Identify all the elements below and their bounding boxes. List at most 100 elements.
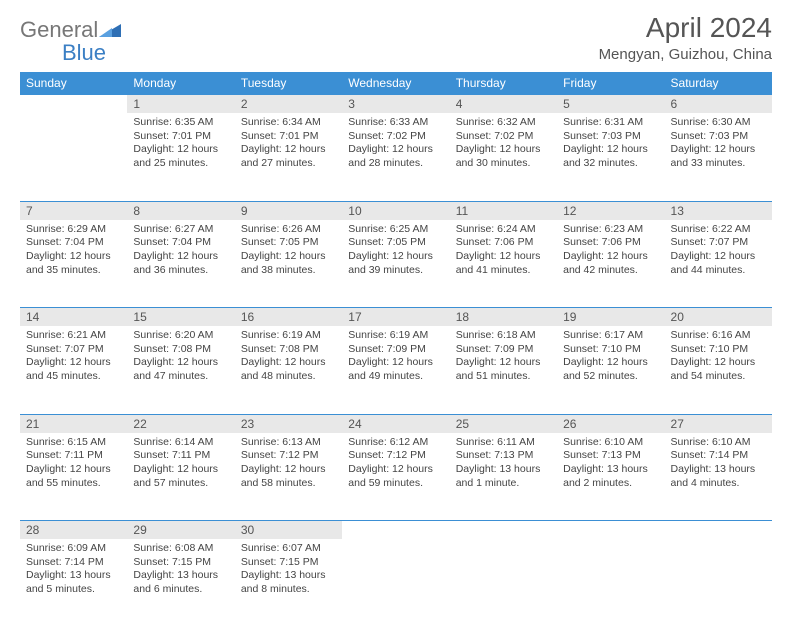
day-cell: Sunrise: 6:09 AMSunset: 7:14 PMDaylight:… <box>20 539 127 627</box>
daylight-text-1: Daylight: 12 hours <box>671 143 766 157</box>
sunrise-text: Sunrise: 6:33 AM <box>348 116 443 130</box>
daylight-text-2: and 52 minutes. <box>563 370 658 384</box>
sunrise-text: Sunrise: 6:10 AM <box>671 436 766 450</box>
day-cell: Sunrise: 6:19 AMSunset: 7:08 PMDaylight:… <box>235 326 342 414</box>
day-number-cell: 12 <box>557 201 664 220</box>
day-cell: Sunrise: 6:20 AMSunset: 7:08 PMDaylight:… <box>127 326 234 414</box>
daylight-text-2: and 30 minutes. <box>456 157 551 171</box>
daylight-text-1: Daylight: 12 hours <box>241 250 336 264</box>
location: Mengyan, Guizhou, China <box>599 46 772 63</box>
day-number-cell <box>665 521 772 540</box>
day-number-cell <box>450 521 557 540</box>
sunset-text: Sunset: 7:09 PM <box>348 343 443 357</box>
sunrise-text: Sunrise: 6:09 AM <box>26 542 121 556</box>
day-cell: Sunrise: 6:19 AMSunset: 7:09 PMDaylight:… <box>342 326 449 414</box>
weekday-header: Tuesday <box>235 72 342 95</box>
header: GeneralBlue April 2024 Mengyan, Guizhou,… <box>20 12 772 64</box>
day-number-cell: 15 <box>127 308 234 327</box>
day-number-cell: 8 <box>127 201 234 220</box>
sunrise-text: Sunrise: 6:19 AM <box>241 329 336 343</box>
daylight-text-1: Daylight: 12 hours <box>348 143 443 157</box>
day-number-cell: 1 <box>127 95 234 114</box>
day-cell: Sunrise: 6:15 AMSunset: 7:11 PMDaylight:… <box>20 433 127 521</box>
sunrise-text: Sunrise: 6:13 AM <box>241 436 336 450</box>
daylight-text-2: and 54 minutes. <box>671 370 766 384</box>
daylight-text-1: Daylight: 12 hours <box>241 356 336 370</box>
sunrise-text: Sunrise: 6:24 AM <box>456 223 551 237</box>
sunset-text: Sunset: 7:10 PM <box>671 343 766 357</box>
day-cell: Sunrise: 6:11 AMSunset: 7:13 PMDaylight:… <box>450 433 557 521</box>
title-block: April 2024 Mengyan, Guizhou, China <box>599 12 772 63</box>
day-cell: Sunrise: 6:08 AMSunset: 7:15 PMDaylight:… <box>127 539 234 627</box>
day-number-cell: 9 <box>235 201 342 220</box>
sunset-text: Sunset: 7:02 PM <box>456 130 551 144</box>
day-number-cell: 30 <box>235 521 342 540</box>
sunset-text: Sunset: 7:08 PM <box>241 343 336 357</box>
logo-text-2: Blue <box>20 40 106 65</box>
weekday-header: Saturday <box>665 72 772 95</box>
daylight-text-2: and 57 minutes. <box>133 477 228 491</box>
day-number-cell: 28 <box>20 521 127 540</box>
day-cell <box>342 539 449 627</box>
daylight-text-2: and 48 minutes. <box>241 370 336 384</box>
day-cell: Sunrise: 6:22 AMSunset: 7:07 PMDaylight:… <box>665 220 772 308</box>
day-cell <box>557 539 664 627</box>
sunset-text: Sunset: 7:10 PM <box>563 343 658 357</box>
day-number-row: 123456 <box>20 95 772 114</box>
day-cell: Sunrise: 6:33 AMSunset: 7:02 PMDaylight:… <box>342 113 449 201</box>
sunrise-text: Sunrise: 6:20 AM <box>133 329 228 343</box>
daylight-text-1: Daylight: 12 hours <box>348 250 443 264</box>
day-cell: Sunrise: 6:10 AMSunset: 7:13 PMDaylight:… <box>557 433 664 521</box>
sunset-text: Sunset: 7:01 PM <box>133 130 228 144</box>
sunrise-text: Sunrise: 6:23 AM <box>563 223 658 237</box>
day-number-cell: 27 <box>665 414 772 433</box>
daylight-text-2: and 2 minutes. <box>563 477 658 491</box>
daylight-text-1: Daylight: 12 hours <box>241 143 336 157</box>
daylight-text-1: Daylight: 12 hours <box>671 250 766 264</box>
day-content-row: Sunrise: 6:15 AMSunset: 7:11 PMDaylight:… <box>20 433 772 521</box>
daylight-text-1: Daylight: 12 hours <box>456 143 551 157</box>
day-number-cell: 5 <box>557 95 664 114</box>
sunrise-text: Sunrise: 6:21 AM <box>26 329 121 343</box>
sunrise-text: Sunrise: 6:11 AM <box>456 436 551 450</box>
day-content-row: Sunrise: 6:35 AMSunset: 7:01 PMDaylight:… <box>20 113 772 201</box>
day-cell: Sunrise: 6:10 AMSunset: 7:14 PMDaylight:… <box>665 433 772 521</box>
daylight-text-1: Daylight: 12 hours <box>563 356 658 370</box>
day-cell: Sunrise: 6:21 AMSunset: 7:07 PMDaylight:… <box>20 326 127 414</box>
daylight-text-1: Daylight: 12 hours <box>133 463 228 477</box>
day-cell: Sunrise: 6:35 AMSunset: 7:01 PMDaylight:… <box>127 113 234 201</box>
daylight-text-2: and 59 minutes. <box>348 477 443 491</box>
sunrise-text: Sunrise: 6:32 AM <box>456 116 551 130</box>
sunrise-text: Sunrise: 6:16 AM <box>671 329 766 343</box>
daylight-text-1: Daylight: 13 hours <box>26 569 121 583</box>
sunrise-text: Sunrise: 6:07 AM <box>241 542 336 556</box>
daylight-text-1: Daylight: 12 hours <box>456 356 551 370</box>
daylight-text-1: Daylight: 13 hours <box>133 569 228 583</box>
sunrise-text: Sunrise: 6:14 AM <box>133 436 228 450</box>
sunset-text: Sunset: 7:06 PM <box>563 236 658 250</box>
day-cell: Sunrise: 6:18 AMSunset: 7:09 PMDaylight:… <box>450 326 557 414</box>
sunset-text: Sunset: 7:13 PM <box>456 449 551 463</box>
daylight-text-1: Daylight: 13 hours <box>671 463 766 477</box>
sunset-text: Sunset: 7:14 PM <box>26 556 121 570</box>
sunset-text: Sunset: 7:15 PM <box>133 556 228 570</box>
day-number-cell: 29 <box>127 521 234 540</box>
daylight-text-1: Daylight: 12 hours <box>456 250 551 264</box>
daylight-text-2: and 35 minutes. <box>26 264 121 278</box>
daylight-text-2: and 5 minutes. <box>26 583 121 597</box>
sunrise-text: Sunrise: 6:22 AM <box>671 223 766 237</box>
daylight-text-1: Daylight: 12 hours <box>671 356 766 370</box>
sunset-text: Sunset: 7:03 PM <box>671 130 766 144</box>
sunrise-text: Sunrise: 6:27 AM <box>133 223 228 237</box>
day-number-cell: 24 <box>342 414 449 433</box>
day-cell: Sunrise: 6:14 AMSunset: 7:11 PMDaylight:… <box>127 433 234 521</box>
calendar-table: Sunday Monday Tuesday Wednesday Thursday… <box>20 72 772 627</box>
sunset-text: Sunset: 7:03 PM <box>563 130 658 144</box>
day-cell: Sunrise: 6:25 AMSunset: 7:05 PMDaylight:… <box>342 220 449 308</box>
weekday-header: Sunday <box>20 72 127 95</box>
day-cell <box>665 539 772 627</box>
daylight-text-2: and 8 minutes. <box>241 583 336 597</box>
daylight-text-2: and 47 minutes. <box>133 370 228 384</box>
day-cell: Sunrise: 6:17 AMSunset: 7:10 PMDaylight:… <box>557 326 664 414</box>
day-number-cell: 2 <box>235 95 342 114</box>
